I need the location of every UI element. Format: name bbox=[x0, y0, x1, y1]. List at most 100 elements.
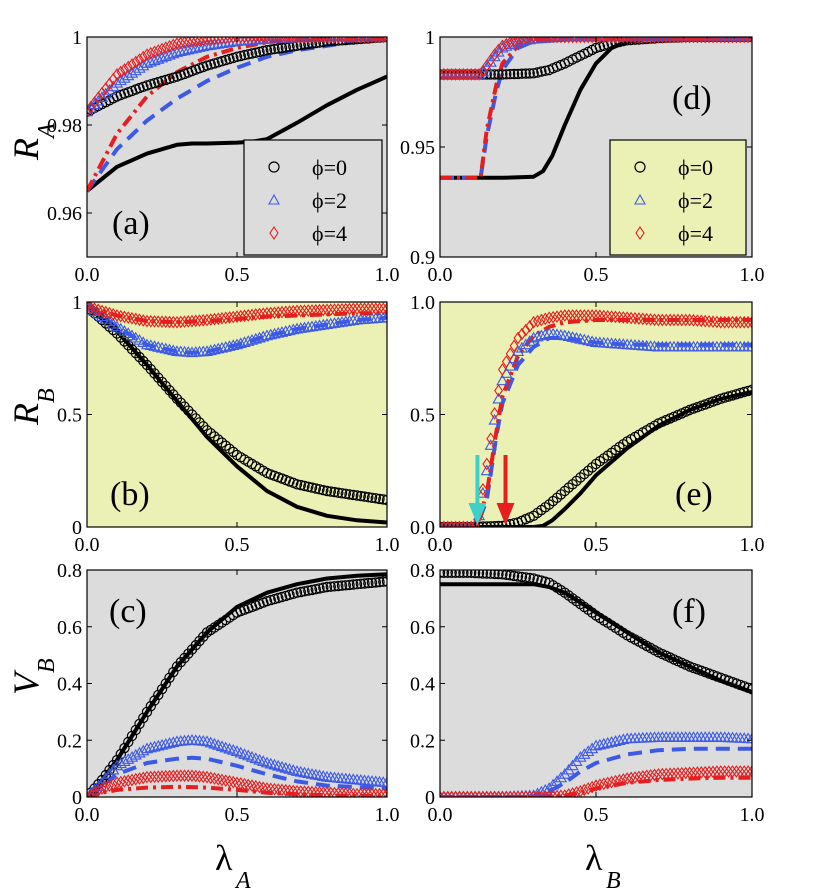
data-point-e-4-75 bbox=[728, 315, 737, 329]
data-point-c-0-61 bbox=[310, 584, 321, 595]
data-point-c-4-44 bbox=[247, 779, 257, 793]
data-point-f-2-2 bbox=[444, 790, 452, 797]
data-point-b-4-46 bbox=[255, 307, 264, 321]
data-point-c-0-70 bbox=[344, 579, 355, 591]
data-point-b-0-38 bbox=[224, 443, 235, 454]
arrow-red bbox=[496, 455, 515, 525]
data-point-b-4-59 bbox=[303, 304, 313, 317]
data-point-a-0-42 bbox=[239, 49, 250, 61]
y-tick-label: 0.95 bbox=[400, 137, 435, 159]
data-point-c-4-63 bbox=[318, 786, 328, 797]
panel-d: 0.0 0.5 1.0 0.9 0.95 1 (d) ϕ=0 ϕ=2 ϕ=4 bbox=[400, 27, 765, 286]
data-point-c-4-46 bbox=[255, 780, 264, 794]
data-point-c-4-55 bbox=[288, 784, 298, 797]
legend-box bbox=[243, 139, 383, 256]
data-point-b-2-80 bbox=[380, 311, 387, 323]
data-point-e-4-14 bbox=[490, 407, 500, 420]
y-tick-label: 0.8 bbox=[57, 560, 82, 582]
series-line-b-1 bbox=[87, 304, 387, 525]
data-point-e-4-37 bbox=[579, 309, 589, 322]
data-point-f-4-54 bbox=[646, 769, 656, 782]
data-point-b-2-68 bbox=[335, 315, 349, 327]
legend-marker-triangle bbox=[268, 193, 280, 205]
data-point-a-4-70 bbox=[345, 37, 354, 44]
data-point-a-2-24 bbox=[170, 46, 184, 57]
data-point-a-4-57 bbox=[296, 37, 306, 44]
data-point-d-4-30 bbox=[552, 37, 562, 44]
data-point-b-0-36 bbox=[216, 437, 228, 448]
data-point-d-4-58 bbox=[661, 37, 671, 44]
data-point-c-0-13 bbox=[130, 724, 141, 736]
data-point-a-2-17 bbox=[144, 55, 157, 67]
data-point-a-0-40 bbox=[231, 51, 243, 63]
data-point-c-4-12 bbox=[127, 773, 137, 787]
data-point-b-2-67 bbox=[332, 316, 345, 328]
data-point-a-2-6 bbox=[103, 84, 116, 95]
data-point-e-0-80 bbox=[746, 384, 752, 395]
data-point-b-0-65 bbox=[325, 486, 336, 497]
data-point-c-4-52 bbox=[277, 783, 287, 797]
data-point-c-4-73 bbox=[356, 787, 366, 797]
data-point-c-0-69 bbox=[340, 580, 351, 591]
data-point-f-2-0 bbox=[440, 790, 444, 797]
data-point-e-4-55 bbox=[650, 313, 659, 327]
data-point-c-0-71 bbox=[348, 579, 359, 590]
data-point-f-4-40 bbox=[591, 779, 601, 793]
data-point-f-2-38 bbox=[582, 745, 595, 757]
data-point-f-0-3 bbox=[446, 570, 457, 578]
data-point-a-2-5 bbox=[99, 87, 112, 99]
data-point-d-4-35 bbox=[572, 37, 581, 44]
data-point-b-2-16 bbox=[140, 338, 154, 350]
data-point-c-4-32 bbox=[202, 770, 212, 784]
data-point-f-2-28 bbox=[543, 782, 556, 793]
data-point-a-4-8 bbox=[112, 68, 122, 81]
data-point-e-4-76 bbox=[731, 315, 741, 329]
panel-label-e: (e) bbox=[675, 476, 713, 513]
data-point-e-0-74 bbox=[723, 391, 734, 402]
y-tick-label: 0.2 bbox=[410, 730, 435, 752]
data-point-c-4-65 bbox=[326, 786, 336, 797]
data-point-e-4-54 bbox=[646, 313, 656, 326]
data-point-b-2-64 bbox=[320, 318, 334, 329]
data-point-b-4-40 bbox=[232, 310, 242, 323]
data-point-e-4-70 bbox=[708, 315, 718, 329]
data-point-f-4-35 bbox=[572, 786, 581, 797]
data-point-d-4-48 bbox=[622, 37, 632, 44]
data-point-f-0-8 bbox=[466, 570, 477, 578]
data-point-b-2-53 bbox=[279, 325, 292, 336]
data-point-f-2-44 bbox=[605, 736, 618, 747]
data-point-f-4-69 bbox=[704, 765, 714, 779]
data-point-b-2-17 bbox=[144, 339, 157, 351]
data-point-b-4-30 bbox=[195, 314, 204, 327]
data-point-e-2-36 bbox=[574, 332, 587, 344]
data-point-a-4-59 bbox=[303, 37, 313, 44]
data-point-b-4-25 bbox=[176, 315, 186, 329]
data-point-e-4-56 bbox=[653, 313, 663, 327]
data-point-f-4-59 bbox=[665, 767, 675, 781]
data-point-f-4-21 bbox=[517, 790, 527, 797]
x-tick-label: 0.0 bbox=[428, 804, 453, 826]
data-point-b-0-79 bbox=[378, 494, 387, 505]
data-point-b-4-27 bbox=[183, 315, 193, 328]
data-point-b-4-45 bbox=[251, 308, 261, 321]
data-point-e-4-42 bbox=[599, 309, 609, 323]
data-point-e-4-0 bbox=[440, 520, 445, 527]
data-point-d-0-40 bbox=[590, 42, 602, 54]
legend-label: ϕ=2 bbox=[678, 188, 713, 213]
data-point-a-4-64 bbox=[322, 37, 332, 44]
legend-label: ϕ=0 bbox=[678, 155, 713, 180]
data-point-c-2-21 bbox=[159, 738, 172, 749]
data-point-b-4-10 bbox=[120, 310, 129, 324]
data-point-e-4-12 bbox=[482, 457, 492, 471]
data-point-b-2-39 bbox=[227, 339, 240, 351]
data-point-c-2-32 bbox=[200, 735, 214, 747]
data-point-b-4-53 bbox=[281, 305, 291, 319]
data-point-e-4-69 bbox=[704, 315, 714, 328]
data-point-a-0-47 bbox=[258, 45, 269, 57]
data-point-b-2-59 bbox=[302, 321, 315, 332]
data-point-c-4-75 bbox=[363, 787, 373, 797]
data-point-c-4-61 bbox=[311, 785, 321, 797]
legend-d: ϕ=0 ϕ=2 ϕ=4 bbox=[609, 139, 747, 256]
data-point-f-4-72 bbox=[716, 765, 726, 778]
data-point-f-4-31 bbox=[556, 789, 566, 797]
